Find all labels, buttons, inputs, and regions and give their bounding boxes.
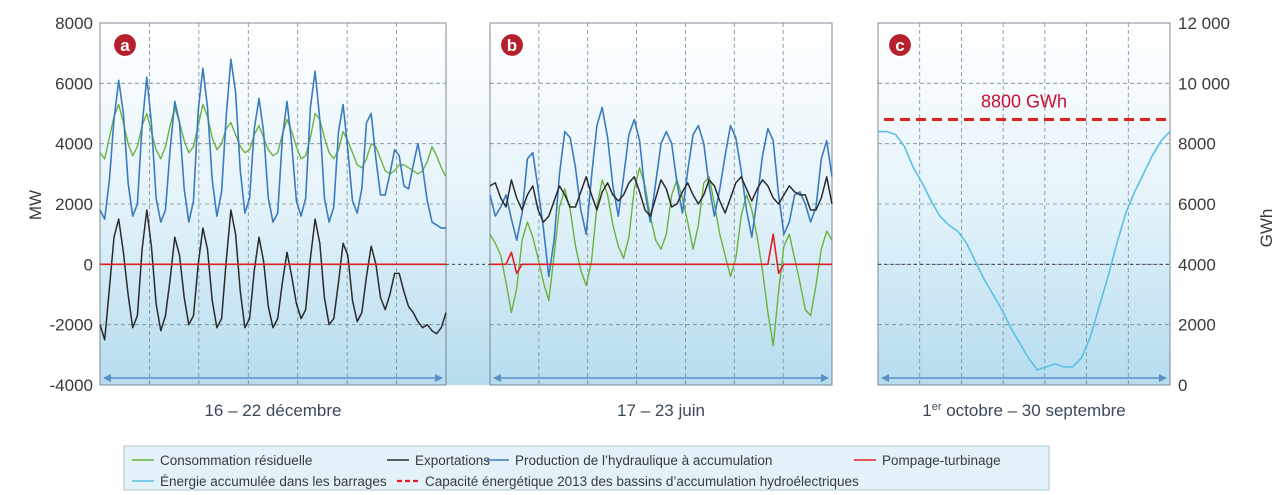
legend-entry: Exportations: [415, 453, 490, 468]
y-axis-left: 8000 6000 4000 2000 0 -2000 -4000: [50, 14, 93, 395]
y-tick-left: -2000: [50, 316, 93, 335]
y-axis-right: 12 000 10 000 8000 6000 4000 2000 0: [1178, 14, 1230, 395]
panel-badge-a: a: [112, 32, 138, 58]
y-tick-left: 2000: [55, 195, 93, 214]
series-production-b: [489, 106, 833, 278]
y-axis-left-title: MW: [26, 190, 45, 220]
y-tick-right: 10 000: [1178, 74, 1230, 93]
range-label-b: 17 – 23 juin: [617, 401, 705, 420]
y-tick-left: 8000: [55, 14, 93, 33]
y-tick-right: 4000: [1178, 255, 1216, 274]
series-consommation-b: [489, 167, 833, 347]
range-label-c: 1er octobre – 30 septembre: [922, 401, 1126, 420]
badge-circle: [887, 32, 913, 58]
legend-entry: Pompage-turbinage: [882, 453, 1001, 468]
y-tick-left: 0: [84, 255, 93, 274]
legend-entry: Consommation résiduelle: [160, 453, 312, 468]
panel-badge-c: c: [887, 32, 913, 58]
capacity-label: 8800 GWh: [981, 92, 1067, 112]
panel-badge-b: b: [499, 32, 525, 58]
series-exportations-a: [99, 209, 447, 341]
badge-letter: c: [895, 36, 904, 55]
grid-panel-c: [877, 22, 1171, 386]
y-tick-right: 8000: [1178, 135, 1216, 154]
badge-letter: a: [120, 36, 130, 55]
y-tick-left: -4000: [50, 376, 93, 395]
range-label-c-sup: er: [932, 401, 942, 413]
y-tick-right: 0: [1178, 376, 1187, 395]
plot-background-c: [878, 23, 1170, 385]
series-pompage-b: [490, 233, 832, 275]
series-production-a: [99, 58, 446, 229]
legend-box: [123, 445, 1050, 491]
y-tick-left: 6000: [55, 74, 93, 93]
legend-entry: Énergie accumulée dans les barrages: [160, 474, 387, 489]
badge-circle: [112, 32, 138, 58]
legend-entry: Production de l’hydraulique à accumulati…: [515, 453, 772, 468]
y-axis-right-title: GWh: [1257, 209, 1276, 248]
range-label-a: 16 – 22 décembre: [204, 401, 341, 420]
series-exportations-b: [489, 176, 833, 223]
series-energie-c: [878, 130, 1171, 371]
series-consommation-a: [99, 103, 447, 178]
y-tick-left: 4000: [55, 135, 93, 154]
badge-circle: [499, 32, 525, 58]
panel-frame-c: [877, 22, 1171, 386]
range-label-c-day: 1: [922, 401, 931, 420]
y-tick-right: 2000: [1178, 316, 1216, 335]
y-tick-right: 12 000: [1178, 14, 1230, 33]
panel-frame-a: [99, 22, 447, 386]
y-tick-right: 6000: [1178, 195, 1216, 214]
badge-letter: b: [507, 36, 517, 55]
range-label-c-rest: octobre – 30 septembre: [941, 401, 1125, 420]
legend-entry: Capacité énergétique 2013 des bassins d’…: [425, 474, 859, 489]
legend: Consommation résiduelle Exportations Produ…: [123, 445, 1050, 491]
